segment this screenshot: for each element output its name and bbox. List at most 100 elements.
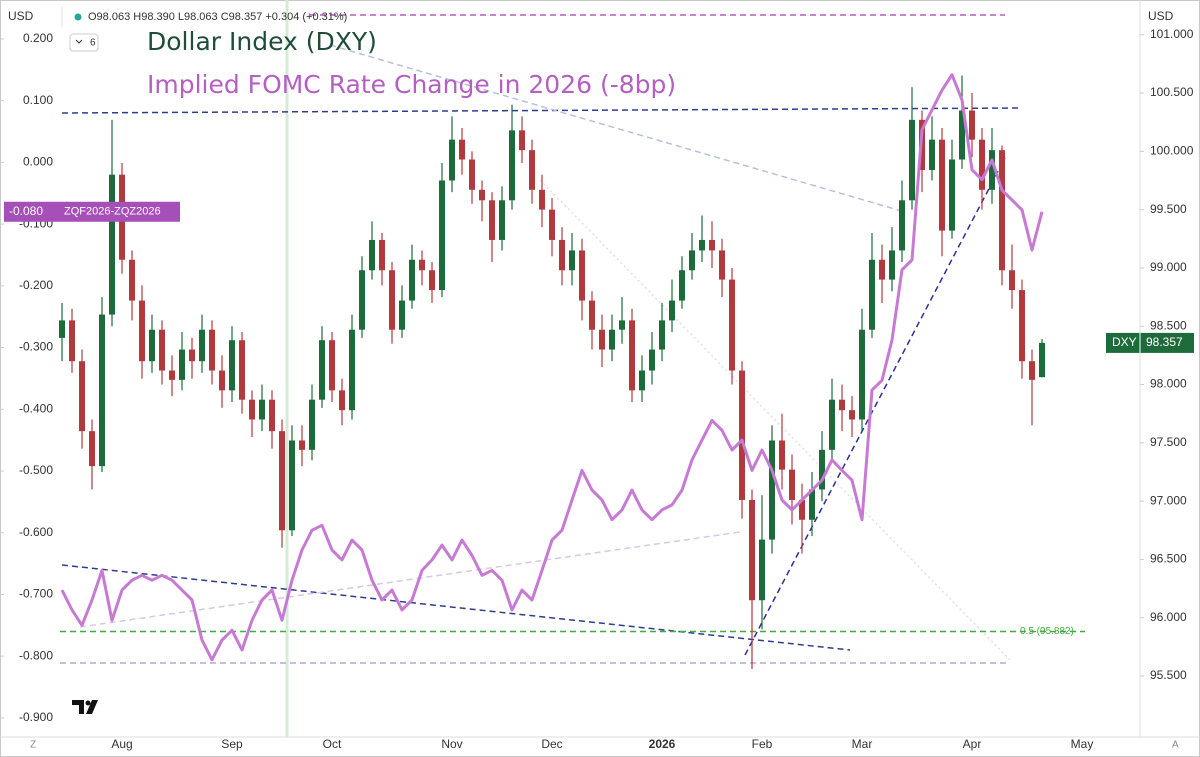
candle-body — [199, 329, 205, 362]
logo-shape — [72, 700, 84, 714]
candle-body — [59, 320, 65, 338]
annotation-label: 0.5 (95.882) — [1020, 626, 1074, 637]
y-tick-label: -0.900 — [19, 710, 53, 724]
candle-body — [229, 340, 235, 391]
candle-body — [1019, 290, 1025, 362]
candle-body — [69, 320, 75, 362]
y2-tick-label: 98.500 — [1150, 318, 1187, 332]
candle-body — [339, 390, 345, 411]
candle-body — [609, 329, 615, 350]
trend-line — [79, 531, 741, 628]
interval-button-label[interactable]: 6 — [90, 38, 96, 49]
corner-label[interactable]: A — [1172, 740, 1179, 751]
candle-body — [429, 270, 435, 291]
candle-body — [79, 361, 85, 432]
candle-body — [129, 259, 135, 301]
candle-body — [969, 110, 975, 140]
y-tick-label: -0.800 — [19, 648, 53, 662]
y2-tick-label: 98.000 — [1150, 377, 1187, 391]
candle-body — [519, 130, 525, 151]
x-tick-label: Feb — [752, 737, 773, 751]
value-tag-name: ZQF2026-ZQZ2026 — [64, 206, 161, 218]
x-tick-label: Sep — [221, 737, 243, 751]
y2-tick-label: 96.500 — [1150, 552, 1187, 566]
candle-body — [789, 469, 795, 500]
candle-body — [639, 370, 645, 391]
candle-body — [1009, 270, 1015, 291]
corner-label[interactable]: Z — [30, 740, 36, 751]
y-tick-label: -0.300 — [19, 340, 53, 354]
candle-body — [189, 349, 195, 362]
x-tick-label: Nov — [441, 737, 462, 751]
y-tick-label: -0.400 — [19, 401, 53, 415]
candle-body — [899, 200, 905, 251]
trend-line — [539, 179, 1011, 661]
candle-body — [739, 370, 745, 500]
candle-body — [109, 174, 115, 315]
logo-shape — [85, 700, 91, 706]
candle-body — [779, 440, 785, 470]
candle-body — [549, 209, 555, 240]
candle-body — [989, 150, 995, 190]
logo — [72, 700, 98, 714]
x-tick-label: Dec — [541, 737, 562, 751]
candle-body — [279, 431, 285, 531]
candle-body — [889, 250, 895, 280]
candle-body — [319, 340, 325, 400]
price-tag — [1106, 332, 1194, 353]
price-tag-value: 98.357 — [1146, 335, 1183, 349]
y-tick-label: 0.100 — [23, 93, 53, 107]
candle-body — [709, 239, 715, 251]
candle-body — [259, 399, 265, 420]
price-tag-name: DXY — [1112, 335, 1137, 349]
value-tag-value: -0.080 — [9, 204, 43, 218]
candle-body — [299, 440, 305, 450]
value-tag — [4, 201, 180, 222]
y-tick-label: -0.200 — [19, 278, 53, 292]
candle-body — [749, 499, 755, 601]
interval-button[interactable] — [69, 33, 99, 52]
y2-tick-label: 100.000 — [1150, 144, 1194, 158]
x-tick-label: 2026 — [649, 737, 676, 751]
candle-body — [209, 329, 215, 371]
candle-body — [349, 329, 355, 411]
candle-body — [89, 431, 95, 467]
candle-body — [839, 399, 845, 411]
chart-subtitle: Implied FOMC Rate Change in 2026 (-8bp) — [147, 70, 676, 99]
candle-body — [389, 270, 395, 330]
x-tick-label: Oct — [323, 737, 342, 751]
candle-body — [529, 150, 535, 190]
y2-tick-label: 99.500 — [1150, 202, 1187, 216]
candle-body — [469, 159, 475, 190]
candle-body — [489, 200, 495, 240]
status-dot — [74, 13, 82, 21]
y-tick-label: -0.500 — [19, 463, 53, 477]
candle-body — [99, 314, 105, 467]
candle-body — [1029, 361, 1035, 380]
candle-body — [699, 239, 705, 251]
y2-tick-label: 101.000 — [1150, 27, 1194, 41]
logo-shape — [86, 700, 98, 714]
candle-body — [769, 440, 775, 540]
candle-body — [819, 449, 825, 490]
candle-body — [359, 270, 365, 330]
candle-body — [859, 329, 865, 420]
candle-body — [239, 340, 245, 400]
candle-body — [649, 349, 655, 371]
candle-body — [939, 139, 945, 231]
candle-body — [909, 119, 915, 201]
candle-body — [669, 300, 675, 321]
drawings — [60, 14, 1021, 664]
candle-body — [719, 250, 725, 280]
y2-tick-label: 100.500 — [1150, 85, 1194, 99]
candle-body — [869, 259, 875, 330]
candle-body — [479, 189, 485, 201]
y-tick-label: 0.200 — [23, 31, 53, 45]
candle-body — [139, 300, 145, 362]
y2-tick-label: 96.000 — [1150, 610, 1187, 624]
candle-body — [459, 139, 465, 160]
candle-body — [499, 200, 505, 240]
candle-body — [799, 499, 805, 520]
